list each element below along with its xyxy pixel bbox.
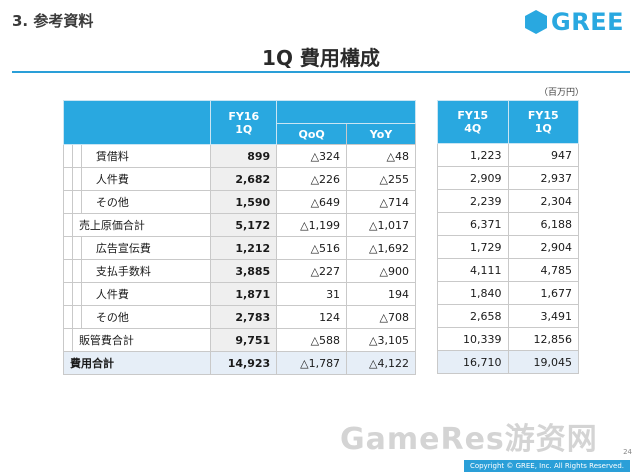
cell-fy16: 5,172 [210,213,278,237]
row-label: 人件費 [80,282,212,306]
total-row: 16,710 19,045 [437,350,579,374]
cell-yoy: △1,017 [346,213,416,237]
cell-qoq: △588 [276,328,348,352]
table-row: その他 2,783 124 △708 [63,305,416,329]
table-row: 1,840 1,677 [437,281,579,305]
table-row: 10,339 12,856 [437,327,579,351]
cell-qoq: △516 [276,236,348,260]
table-row: 賃借料 899 △324 △48 [63,144,416,168]
table-row: 2,909 2,937 [437,166,579,190]
cell-qoq: △324 [276,144,348,168]
cell-fy15-1q: 3,491 [507,304,579,328]
title-divider [12,71,630,73]
cell-fy15-4q: 1,223 [437,143,509,167]
cell-fy15-1q: 2,937 [507,166,579,190]
cell-fy15-4q: 4,111 [437,258,509,282]
page-number: 24 [623,448,632,456]
cell-qoq: △227 [276,259,348,283]
row-label: 人件費 [80,167,212,191]
total-row: 費用合計 14,923 △1,787 △4,122 [62,351,416,375]
cell-fy16: 1,590 [210,190,278,214]
cell-qoq: △649 [276,190,348,214]
col-qoq: QoQ [276,123,348,145]
col-yoy: YoY [346,123,416,145]
cell-fy15-1q: 6,188 [507,212,579,236]
cell-fy15-4q: 2,658 [437,304,509,328]
cell-fy16: 2,682 [210,167,278,191]
cell-qoq: △1,787 [276,351,348,375]
compare-header [276,100,416,124]
cell-qoq: △226 [276,167,348,191]
row-label: その他 [80,305,212,329]
row-label: 支払手数料 [80,259,212,283]
cell-fy15-4q: 16,710 [437,350,509,374]
cell-yoy: △1,692 [346,236,416,260]
cost-table: FY16 1Q QoQ YoY 賃借料 899 △324 △48 人件費 2,6… [62,100,416,375]
table-row: 広告宣伝費 1,212 △516 △1,692 [63,236,416,260]
cell-fy15-4q: 10,339 [437,327,509,351]
cell-fy16: 899 [210,144,278,168]
cell-fy15-1q: 2,304 [507,189,579,213]
cell-fy16: 1,212 [210,236,278,260]
cell-fy16: 14,923 [210,351,278,375]
table-row: 販管費合計 9,751 △588 △3,105 [63,328,416,352]
cell-fy15-1q: 19,045 [507,350,579,374]
table-row: 人件費 2,682 △226 △255 [63,167,416,191]
cell-fy16: 9,751 [210,328,278,352]
table-row: 4,111 4,785 [437,258,579,282]
row-label: 賃借料 [80,144,212,168]
cell-fy15-1q: 12,856 [507,327,579,351]
cell-fy15-1q: 2,904 [507,235,579,259]
corner-header [62,100,212,145]
watermark: GameRes游资网 [340,422,598,457]
row-label: 販管費合計 [71,328,212,352]
cell-qoq: 31 [276,282,348,306]
cell-yoy: △714 [346,190,416,214]
logo-text: GREE [551,8,624,36]
cell-yoy: △255 [346,167,416,191]
table-row: 支払手数料 3,885 △227 △900 [63,259,416,283]
cell-fy16: 2,783 [210,305,278,329]
col-fy15-1q: FY15 1Q [507,100,579,144]
cell-yoy: △4,122 [346,351,416,375]
cell-qoq: △1,199 [276,213,348,237]
table-row: その他 1,590 △649 △714 [63,190,416,214]
cell-qoq: 124 [276,305,348,329]
col-fy16-1q: FY16 1Q [210,100,278,145]
row-label: 売上原価合計 [71,213,212,237]
total-label: 費用合計 [62,351,212,375]
row-label: 広告宣伝費 [80,236,212,260]
table-row: 人件費 1,871 31 194 [63,282,416,306]
cell-yoy: △3,105 [346,328,416,352]
row-label: その他 [80,190,212,214]
cell-yoy: △48 [346,144,416,168]
cell-fy16: 3,885 [210,259,278,283]
cell-yoy: △900 [346,259,416,283]
prior-year-table: FY15 4Q FY15 1Q 1,223 947 2,909 2,937 2,23… [437,100,579,374]
cell-fy15-1q: 1,677 [507,281,579,305]
table-row: 1,223 947 [437,143,579,167]
col-fy15-4q: FY15 4Q [437,100,509,144]
hexagon-icon [525,10,548,34]
section-label: 3. 参考資料 [12,12,94,30]
cell-fy15-4q: 6,371 [437,212,509,236]
table-row: 6,371 6,188 [437,212,579,236]
cell-fy15-4q: 1,840 [437,281,509,305]
table-row: 1,729 2,904 [437,235,579,259]
cell-fy15-4q: 1,729 [437,235,509,259]
copyright: Copyright © GREE, Inc. All Rights Reserv… [463,460,630,472]
unit-label: （百万円） [538,88,584,98]
cell-yoy: 194 [346,282,416,306]
cell-fy15-4q: 2,909 [437,166,509,190]
table-row: 2,239 2,304 [437,189,579,213]
cell-fy15-1q: 947 [507,143,579,167]
cell-fy16: 1,871 [210,282,278,306]
cell-fy15-1q: 4,785 [507,258,579,282]
page-title: 1Q 費用構成 [262,46,380,70]
cell-fy15-4q: 2,239 [437,189,509,213]
table-row: 売上原価合計 5,172 △1,199 △1,017 [63,213,416,237]
gree-logo: GREE [525,8,624,36]
table-row: 2,658 3,491 [437,304,579,328]
cell-yoy: △708 [346,305,416,329]
